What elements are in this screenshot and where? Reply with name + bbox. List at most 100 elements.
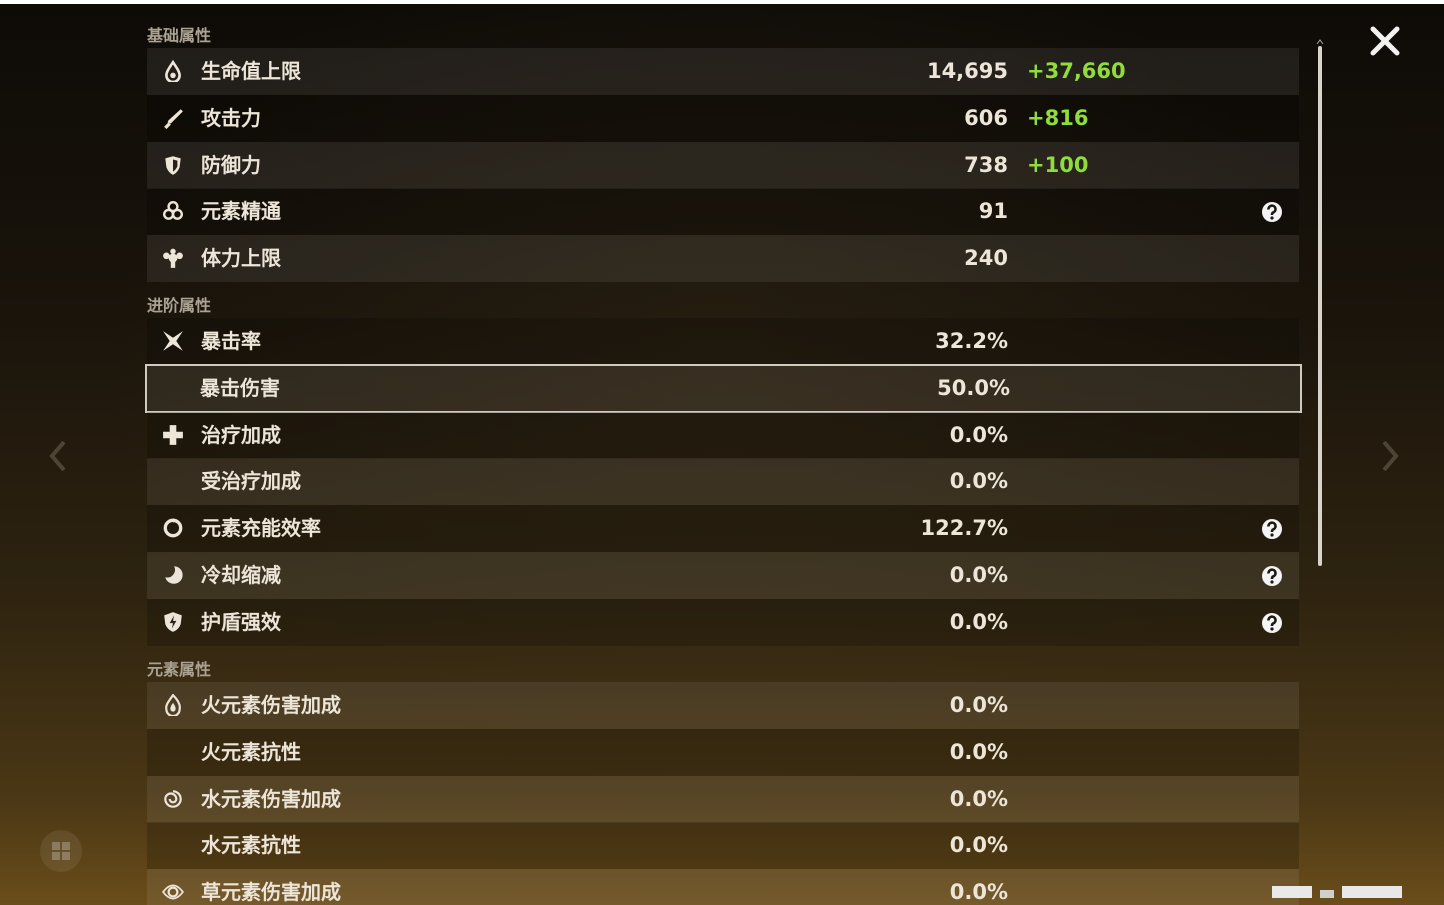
attribute-bonus: +100 [1027, 152, 1089, 177]
attribute-icon [165, 694, 181, 716]
icon-shape [168, 253, 178, 263]
attribute-icon [165, 60, 181, 82]
attribute-icon [164, 108, 183, 129]
help-button[interactable] [1261, 518, 1283, 540]
icon-shape [170, 702, 176, 712]
close-icon [1370, 26, 1400, 56]
attribute-row[interactable]: 暴击伤害 50.0% [145, 363, 1302, 413]
help-button[interactable] [1261, 201, 1283, 223]
attribute-value: 0.0% [949, 563, 1008, 587]
help-shape [1270, 627, 1274, 631]
attribute-value: 50.0% [937, 375, 1010, 400]
attribute-row[interactable]: 攻击力 606 +816 [147, 94, 1299, 142]
attribute-value: 0.0% [949, 609, 1008, 634]
attribute-value: 0.0% [949, 469, 1008, 494]
attribute-row[interactable]: 火元素抗性 0.0% [147, 728, 1299, 776]
attribute-row[interactable]: 生命值上限 14,695 +37,660 [147, 48, 1299, 95]
icon-shape [163, 331, 183, 351]
help-shape [1270, 580, 1274, 584]
attribute-label: 元素充能效率 [201, 516, 321, 541]
close-button[interactable] [1368, 24, 1402, 58]
attribute-label: 防御力 [201, 152, 261, 177]
attribute-icon [165, 566, 183, 584]
section-title: 进阶属性 [147, 296, 212, 315]
attribute-row[interactable]: 水元素伤害加成 0.0% [147, 775, 1299, 823]
attribute-label: 暴击率 [201, 329, 261, 353]
attribute-value: 0.0% [949, 880, 1008, 905]
next-arrow[interactable] [1374, 438, 1404, 474]
watermark [1272, 886, 1402, 898]
icon-shape [165, 566, 183, 584]
menu-circle [40, 830, 82, 872]
attribute-value: 0.0% [949, 833, 1008, 858]
attribute-row[interactable]: 治疗加成 0.0% [147, 411, 1299, 459]
help-shape [1267, 204, 1277, 216]
attribute-label: 暴击伤害 [200, 375, 280, 400]
attribute-label: 生命值上限 [201, 59, 301, 83]
attribute-icon [163, 518, 183, 538]
attribute-row[interactable]: 冷却缩减 0.0% [147, 552, 1299, 599]
watermark-block [1272, 886, 1312, 898]
prev-arrow[interactable] [44, 438, 74, 474]
icon-shape [176, 252, 183, 260]
icon-shape [173, 159, 178, 172]
icon-shape [171, 209, 184, 221]
help-shape [1267, 568, 1277, 580]
watermark-block [1320, 890, 1334, 898]
attribute-icon [162, 201, 184, 221]
scroll-thumb [1318, 46, 1322, 566]
attribute-row[interactable]: 元素精通 91 [147, 188, 1299, 236]
attribute-row[interactable]: 受治疗加成 0.0% [147, 458, 1299, 506]
attribute-row[interactable]: 元素充能效率 122.7% [147, 505, 1299, 553]
attribute-label: 治疗加成 [201, 422, 281, 447]
icon-shape [163, 252, 170, 260]
attribute-row[interactable]: 草元素伤害加成 0.0% [147, 869, 1299, 905]
attribute-value: 0.0% [949, 739, 1008, 764]
help-shape [1270, 533, 1274, 537]
attribute-label: 火元素抗性 [201, 739, 301, 764]
scrollbar[interactable] [1314, 38, 1326, 570]
attribute-row[interactable]: 护盾强效 0.0% [147, 598, 1299, 646]
attribute-icon [163, 331, 183, 351]
menu-button[interactable] [38, 828, 84, 874]
attribute-row[interactable]: 暴击率 32.2% [147, 318, 1299, 365]
icon-shape [167, 108, 183, 124]
attribute-row[interactable]: 体力上限 240 [147, 235, 1299, 283]
icon-shape [170, 72, 176, 79]
attribute-label: 攻击力 [201, 105, 261, 130]
attribute-icon [164, 789, 182, 808]
attribute-row[interactable]: 水元素抗性 0.0% [147, 822, 1299, 870]
attribute-row[interactable]: 防御力 738 +100 [147, 141, 1299, 189]
help-shape [1270, 216, 1274, 220]
attribute-label: 受治疗加成 [201, 469, 301, 494]
attribute-bonus: +816 [1027, 105, 1089, 130]
attribute-icon [164, 611, 182, 632]
attribute-icon [163, 248, 183, 269]
icon-shape [163, 424, 183, 445]
attribute-label: 草元素伤害加成 [201, 880, 341, 905]
help-button[interactable] [1261, 565, 1283, 587]
scroll-cap [1316, 39, 1324, 45]
attribute-label: 体力上限 [201, 246, 281, 271]
attribute-value: 0.0% [949, 786, 1008, 811]
icon-shape [164, 122, 171, 129]
icon-shape [170, 260, 176, 269]
attribute-value: 32.2% [935, 329, 1008, 353]
icon-shape [169, 615, 177, 629]
help-button[interactable] [1261, 612, 1283, 634]
icon-shape [165, 60, 181, 82]
icon-shape [165, 694, 181, 716]
attribute-icon [165, 155, 181, 175]
menu-cell [62, 842, 70, 850]
section-title: 元素属性 [147, 660, 212, 679]
arrow-shape [1382, 440, 1399, 472]
attribute-value: 0.0% [949, 422, 1008, 447]
attribute-label: 火元素伤害加成 [201, 693, 341, 717]
attribute-label: 护盾强效 [201, 609, 281, 634]
attribute-bonus: +37,660 [1027, 59, 1126, 83]
icon-shape [170, 248, 176, 255]
attribute-label: 水元素抗性 [201, 833, 301, 858]
attribute-row[interactable]: 火元素伤害加成 0.0% [147, 682, 1299, 729]
icon-shape [164, 789, 182, 808]
